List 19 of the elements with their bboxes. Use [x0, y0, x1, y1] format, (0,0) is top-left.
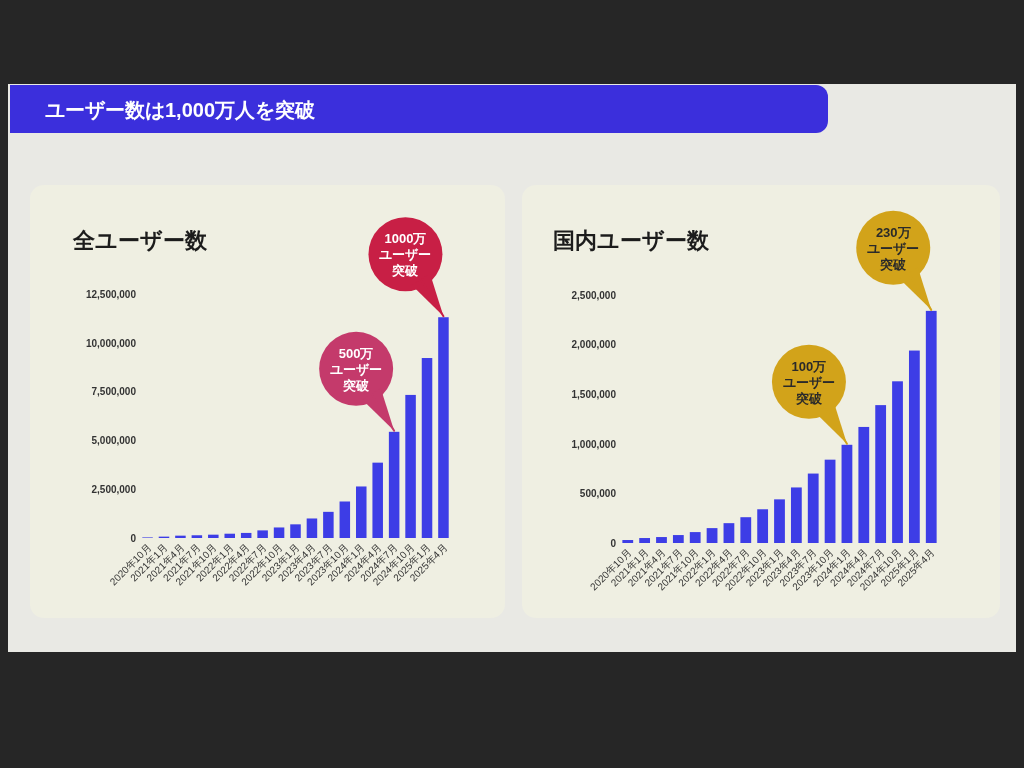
- y-tick-label: 2,500,000: [571, 289, 617, 301]
- y-tick-label: 1,500,000: [571, 388, 617, 400]
- y-tick-label: 2,000,000: [571, 339, 617, 351]
- y-tick-label: 10,000,000: [85, 337, 137, 349]
- y-tick-label: 2,500,000: [91, 483, 137, 495]
- annotation: 230万ユーザー突破: [867, 224, 920, 272]
- y-tick-label: 1,000,000: [571, 438, 617, 450]
- y-tick-label: 0: [130, 532, 137, 544]
- annotation: 1000万ユーザー突破: [379, 231, 432, 279]
- chart-title: 全ユーザー数: [72, 228, 208, 253]
- text: ユーザー数は1,000万人を突破: [45, 99, 317, 121]
- chart-title: 国内ユーザー数: [553, 228, 710, 253]
- y-tick-label: 7,500,000: [91, 386, 137, 398]
- annotation: 100万ユーザー突破: [782, 358, 835, 406]
- annotation: 500万ユーザー突破: [330, 345, 383, 393]
- y-tick-label: 0: [610, 537, 617, 549]
- y-tick-label: 12,500,000: [85, 288, 137, 300]
- y-tick-label: 500,000: [579, 488, 617, 500]
- y-tick-label: 5,000,000: [91, 435, 137, 447]
